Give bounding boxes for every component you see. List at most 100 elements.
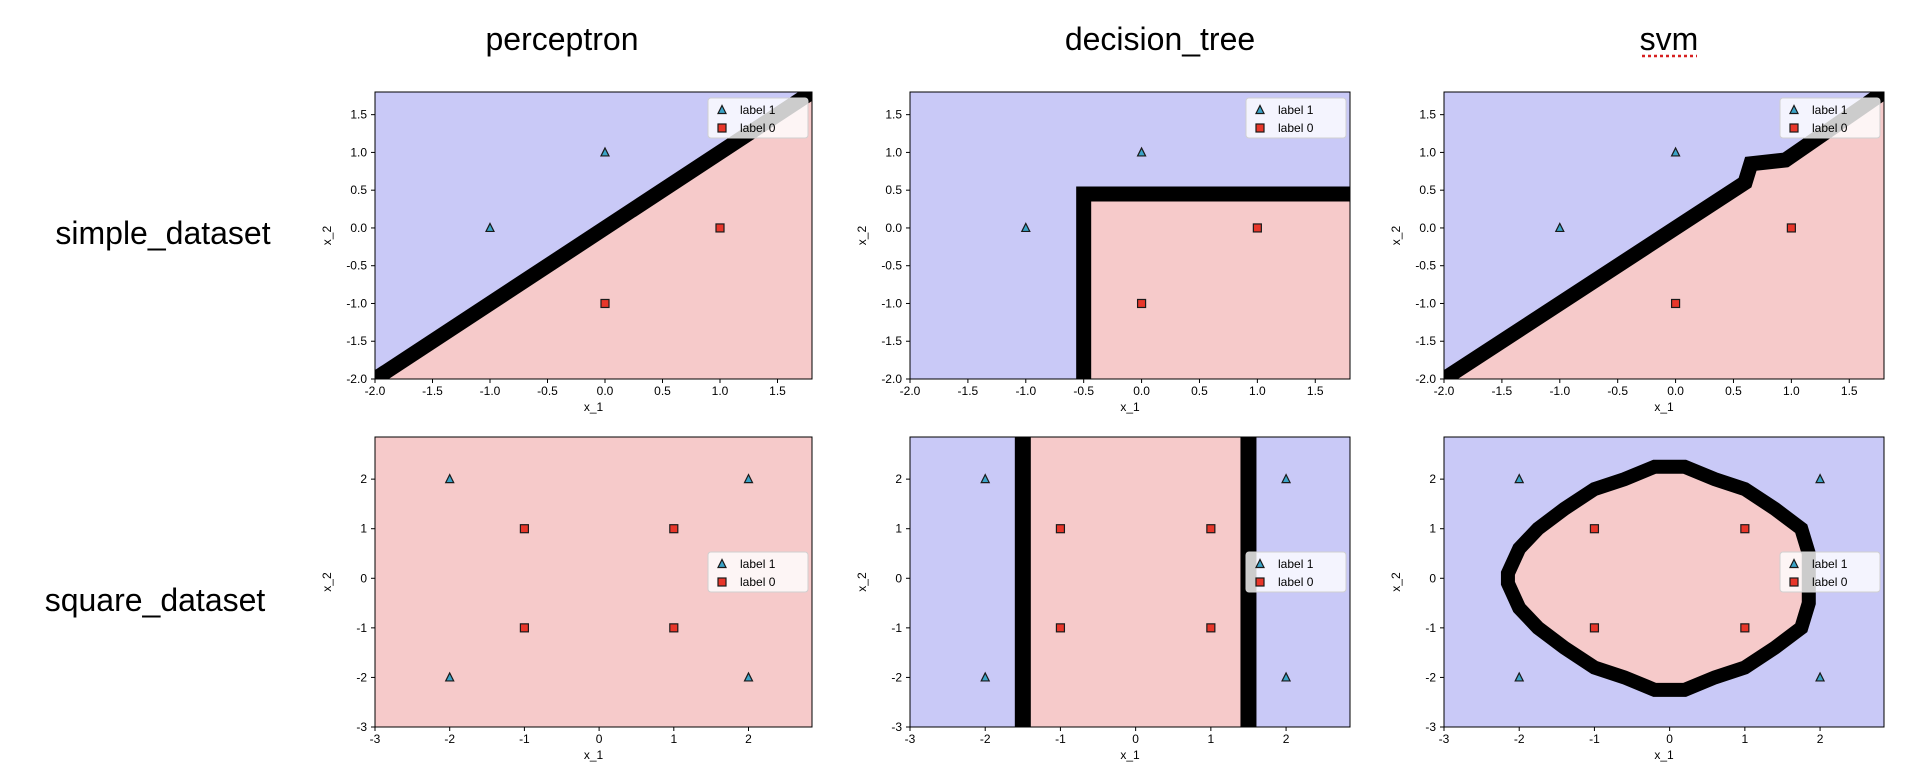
x-tick-label: 1: [670, 732, 677, 746]
x-tick-label: 1.0: [1249, 384, 1266, 398]
row-title-simple-dataset: simple_dataset: [55, 215, 270, 251]
legend-marker-label-1: [1255, 558, 1265, 569]
x-tick-label: 2: [745, 732, 752, 746]
x-tick-label: -2.0: [1434, 384, 1455, 398]
y-tick-label: -1.0: [346, 296, 367, 310]
data-point-label-1: [600, 146, 610, 157]
x-tick-label: 0: [1666, 732, 1673, 746]
x-tick-label: 1.5: [1307, 384, 1324, 398]
column-title-decision-tree: decision_tree: [1065, 21, 1255, 57]
plot-area: [910, 92, 1350, 379]
data-point-label-1: [1815, 671, 1826, 682]
column-titles: perceptron decision_tree svm: [486, 21, 1699, 58]
legend-marker-label-0: [717, 123, 727, 133]
data-point-label-0: [669, 623, 679, 633]
data-point-label-0: [1206, 623, 1216, 633]
data-point-label-0: [1252, 223, 1262, 233]
x-axis-label: x_1: [584, 400, 604, 414]
x-tick-label: -1: [1589, 732, 1600, 746]
row-titles: simple_dataset square_dataset: [45, 215, 271, 618]
y-tick-label: 0.0: [350, 221, 367, 235]
y-tick-label: 1: [895, 522, 902, 536]
legend-label: label 1: [1812, 103, 1848, 117]
data-point-label-1: [1514, 473, 1525, 484]
x-axis-label: x_1: [1654, 748, 1674, 762]
x-tick-label: 2: [1817, 732, 1824, 746]
y-axis-label: x_2: [320, 572, 334, 592]
x-tick-label: -1.0: [1549, 384, 1570, 398]
x-tick-label: -0.5: [1607, 384, 1628, 398]
legend-marker-label-1: [1789, 558, 1799, 569]
data-point-label-0: [1589, 623, 1600, 633]
x-tick-label: 0.5: [654, 384, 671, 398]
y-tick-label: -2: [1425, 670, 1436, 684]
legend-marker-label-1: [717, 104, 727, 115]
y-tick-label: -1.0: [1415, 296, 1436, 310]
x-tick-label: 2: [1283, 732, 1290, 746]
axes-frame: [1443, 91, 1885, 380]
x-tick-label: -2.0: [365, 384, 386, 398]
x-tick-label: -1.0: [1015, 384, 1036, 398]
legend-marker-label-1: [1789, 104, 1799, 115]
legend-marker-label-1: [717, 558, 727, 569]
legend: label 1 label 0: [1779, 97, 1881, 139]
x-tick-label: 1.0: [712, 384, 729, 398]
x-tick-label: -0.5: [537, 384, 558, 398]
y-tick-label: -2: [356, 670, 367, 684]
y-tick-label: 2: [1429, 472, 1436, 486]
y-tick-label: 1.0: [350, 145, 367, 159]
y-tick-label: 0.5: [350, 183, 367, 197]
legend: label 1 label 0: [1779, 551, 1881, 593]
data-point-label-0: [1740, 623, 1750, 633]
plot-square_dataset-svm: -3 -2 -1 0 1 2 -3 -2 -1 0 1 2 x_1 x_2 label 1 label 0: [1389, 436, 1885, 762]
legend: label 1 label 0: [1245, 97, 1347, 139]
data-point-label-1: [980, 473, 991, 484]
legend-box: [1245, 97, 1347, 139]
decision-boundary: [1500, 459, 1816, 697]
x-tick-label: 1.0: [1783, 384, 1800, 398]
x-tick-label: -3: [370, 732, 381, 746]
data-point-label-1: [1554, 222, 1565, 233]
y-tick-label: -0.5: [881, 259, 902, 273]
y-tick-label: -2: [891, 670, 902, 684]
y-tick-label: 0: [895, 571, 902, 585]
plot-square_dataset-perceptron: -3 -2 -1 0 1 2 -3 -2 -1 0 1 2 x_1 x_2 label 1 label 0: [320, 436, 813, 762]
legend-label: label 0: [1278, 575, 1314, 589]
data-point-label-1: [743, 473, 754, 484]
plot-simple_dataset-perceptron: -2.0 -1.5 -1.0 -0.5 0.0 0.5 1.0 1.5 -2.0 -1.5 -1.0…: [320, 91, 813, 414]
x-tick-label: 1: [1208, 732, 1215, 746]
y-axis-label: x_2: [320, 226, 334, 246]
data-point-label-1: [444, 473, 455, 484]
y-tick-label: 1.5: [1419, 108, 1436, 122]
data-point-label-1: [1815, 473, 1826, 484]
data-point-label-1: [743, 671, 754, 682]
y-tick-label: 1.0: [1419, 145, 1436, 159]
legend-label: label 0: [1812, 121, 1848, 135]
legend-marker-label-0: [1255, 577, 1265, 587]
y-tick-label: -3: [1425, 720, 1436, 734]
legend: label 1 label 0: [707, 97, 809, 139]
x-tick-label: -1.5: [958, 384, 979, 398]
y-tick-label: -1: [356, 621, 367, 635]
legend-box: [1245, 551, 1347, 593]
x-tick-label: 0.0: [597, 384, 614, 398]
column-title-perceptron: perceptron: [486, 21, 639, 57]
data-point-label-1: [1514, 671, 1525, 682]
y-tick-label: -2.0: [346, 372, 367, 386]
y-tick-label: -2.0: [881, 372, 902, 386]
legend-box: [707, 97, 809, 139]
y-tick-label: -1.5: [346, 334, 367, 348]
x-tick-label: 0: [1132, 732, 1139, 746]
y-tick-label: 0.0: [1419, 221, 1436, 235]
y-tick-label: -0.5: [1415, 259, 1436, 273]
y-tick-label: 2: [895, 472, 902, 486]
y-axis-label: x_2: [855, 572, 869, 592]
legend-label: label 0: [1278, 121, 1314, 135]
data-point-label-0: [519, 623, 530, 633]
column-title-svm: svm: [1640, 21, 1699, 57]
x-tick-label: 0.5: [1725, 384, 1742, 398]
y-tick-label: 0.5: [885, 183, 902, 197]
x-axis-label: x_1: [1120, 748, 1140, 762]
y-tick-label: -1: [1425, 621, 1436, 635]
x-tick-label: -3: [905, 732, 916, 746]
